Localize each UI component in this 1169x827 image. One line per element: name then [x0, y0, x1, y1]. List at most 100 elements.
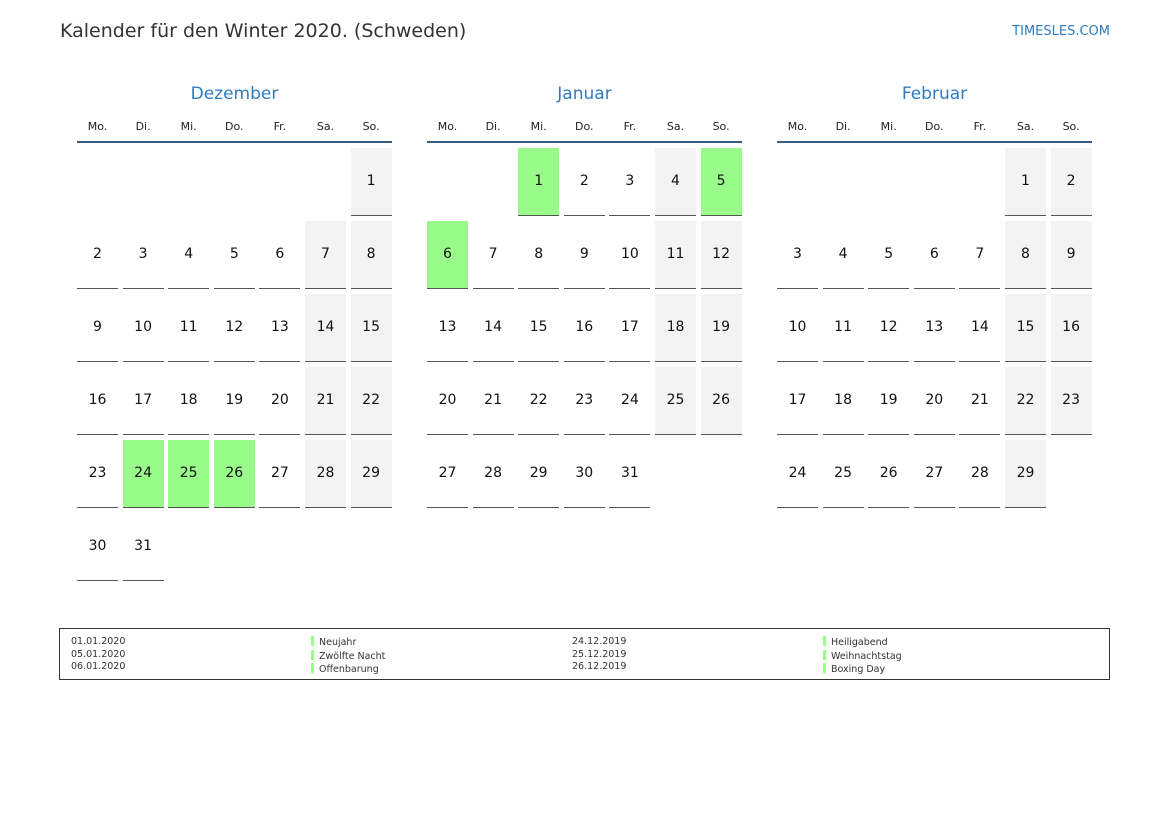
day-cell: 29	[350, 440, 392, 508]
weekday-header: Do.	[225, 120, 244, 133]
day-cell: 13	[913, 294, 955, 362]
day-cell: 5	[868, 221, 910, 289]
day-cell: 23	[563, 367, 605, 435]
legend-date: 25.12.2019	[572, 648, 627, 660]
weekday-header: Sa.	[666, 120, 685, 133]
weekday-header: Fr.	[273, 120, 287, 133]
day-cell: 14	[472, 294, 514, 362]
day-cell: 19	[700, 294, 742, 362]
day-cell-holiday: 6	[427, 221, 468, 289]
page-title: Kalender für den Winter 2020. (Schweden)	[60, 20, 467, 42]
holiday-color-marker	[823, 649, 826, 660]
holiday-color-marker	[823, 636, 826, 646]
month-februar: Februar Mo. Di. Mi. Do. Fr. Sa. So. 1 2 3 4 5 6 7 8 9 10 1…	[777, 84, 1092, 508]
day-cell: 11	[655, 221, 696, 289]
day-cell: 16	[77, 367, 118, 435]
day-cell: 10	[609, 221, 651, 289]
day-cell: 18	[822, 367, 864, 435]
legend-date: 01.01.2020	[71, 636, 126, 647]
day-cell-holiday: 25	[168, 440, 210, 508]
weekday-header: Fr.	[973, 120, 987, 133]
day-cell: 16	[1050, 294, 1092, 362]
day-cell: 4	[655, 148, 696, 216]
day-cell: 22	[1005, 367, 1046, 435]
day-cell: 2	[563, 148, 605, 216]
legend-names-left: Neujahr Zwölfte Nacht Offenbarung	[311, 636, 385, 677]
day-cell: 10	[777, 294, 818, 362]
weekday-header: Mo.	[787, 120, 808, 133]
day-cell: 20	[427, 367, 468, 435]
day-cell: 11	[168, 294, 210, 362]
holiday-color-marker	[311, 663, 314, 673]
day-cell: 1	[1005, 148, 1046, 216]
weekday-header: Sa.	[316, 120, 335, 133]
day-cell: 15	[518, 294, 560, 362]
holiday-legend: 01.01.2020 05.01.2020 06.01.2020 Neujahr…	[59, 628, 1110, 680]
legend-name: Boxing Day	[831, 664, 886, 675]
holiday-color-marker	[823, 663, 826, 673]
day-cell: 8	[1005, 221, 1046, 289]
day-cell-holiday: 26	[213, 440, 255, 508]
day-cell: 25	[822, 440, 864, 508]
weekday-header: Fr.	[623, 120, 637, 133]
day-cell: 8	[518, 221, 560, 289]
weekday-header: Mi.	[530, 120, 547, 133]
legend-name: Heiligabend	[831, 637, 888, 648]
legend-name: Zwölfte Nacht	[319, 650, 386, 662]
day-cell: 20	[913, 367, 955, 435]
header-rule	[77, 141, 392, 143]
header-rule	[777, 141, 1092, 143]
day-cell: 8	[350, 221, 392, 289]
day-cell: 21	[472, 367, 514, 435]
day-cell: 12	[868, 294, 910, 362]
day-cell: 3	[609, 148, 651, 216]
legend-date: 24.12.2019	[572, 636, 627, 647]
day-cell: 13	[427, 294, 468, 362]
day-cell: 2	[77, 221, 118, 289]
day-cell: 1	[350, 148, 392, 216]
day-cell: 17	[122, 367, 164, 435]
day-cell: 31	[122, 513, 164, 581]
day-cell: 27	[259, 440, 301, 508]
weekday-header: Di.	[485, 120, 501, 133]
legend-dates-left: 01.01.2020 05.01.2020 06.01.2020	[71, 636, 125, 674]
weekday-header: Mo.	[437, 120, 458, 133]
day-cell: 6	[259, 221, 301, 289]
month-name: Dezember	[190, 84, 279, 104]
day-cell: 31	[609, 440, 651, 508]
day-cell: 4	[822, 221, 864, 289]
weekday-header: So.	[1062, 120, 1080, 133]
day-cell: 18	[655, 294, 696, 362]
day-cell: 26	[868, 440, 910, 508]
day-cell: 19	[868, 367, 910, 435]
day-cell: 16	[563, 294, 605, 362]
day-cell: 10	[122, 294, 164, 362]
day-cell-holiday: 5	[700, 148, 742, 216]
day-cell: 22	[350, 367, 392, 435]
day-cell: 24	[777, 440, 818, 508]
day-cell: 21	[305, 367, 346, 435]
legend-date: 06.01.2020	[71, 661, 126, 672]
day-cell: 2	[1050, 148, 1092, 216]
weekday-header: Di.	[835, 120, 851, 133]
day-cell: 21	[959, 367, 1001, 435]
day-cell: 28	[472, 440, 514, 508]
month-name: Februar	[901, 84, 968, 104]
weekday-header: Do.	[925, 120, 944, 133]
day-cell-holiday: 1	[518, 148, 560, 216]
weekday-header: So.	[362, 120, 380, 133]
day-cell: 15	[350, 294, 392, 362]
holiday-color-marker	[311, 649, 314, 660]
day-cell: 17	[777, 367, 818, 435]
month-dezember: Dezember Mo. Di. Mi. Do. Fr. Sa. So. 1 2 3 4 5 6 7 8 9 10…	[77, 84, 392, 581]
header-rule	[427, 141, 742, 143]
day-cell: 27	[913, 440, 955, 508]
site-link[interactable]: TIMESLES.COM	[1012, 24, 1110, 39]
day-cell: 23	[77, 440, 118, 508]
legend-name: Neujahr	[319, 637, 357, 648]
day-cell: 3	[777, 221, 818, 289]
day-cell: 9	[1050, 221, 1092, 289]
weekday-header: Di.	[135, 120, 151, 133]
day-cell: 12	[213, 294, 255, 362]
day-cell: 26	[700, 367, 742, 435]
